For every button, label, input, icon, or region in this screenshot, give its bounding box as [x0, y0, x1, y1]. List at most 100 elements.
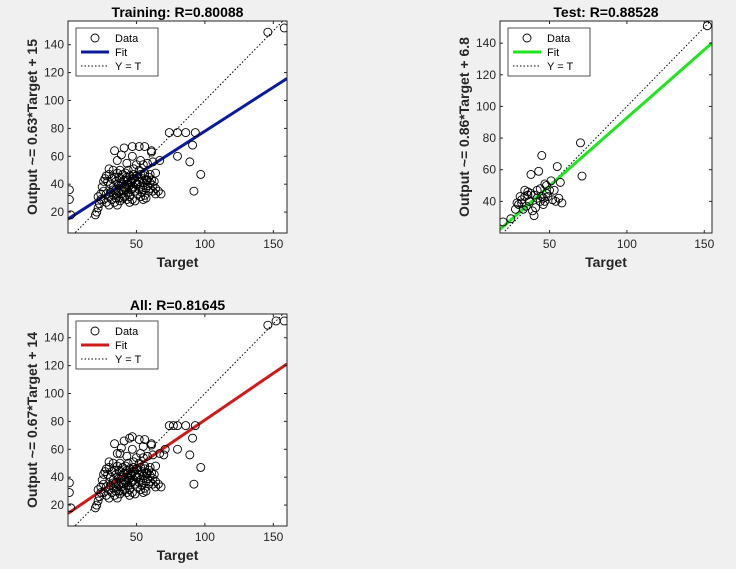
- y-tick-label: 120: [44, 359, 64, 373]
- data-point: [108, 185, 118, 195]
- data-point: [129, 467, 139, 477]
- data-point: [148, 479, 158, 489]
- data-point: [136, 169, 145, 179]
- data-point: [546, 176, 556, 186]
- data-point: [99, 176, 109, 186]
- data-point: [517, 198, 527, 208]
- data-point: [543, 192, 553, 202]
- data-point: [185, 157, 195, 167]
- data-point: [160, 444, 170, 454]
- data-point: [68, 488, 74, 497]
- data-point: [549, 185, 559, 195]
- data-point: [520, 185, 530, 195]
- data-point: [130, 186, 140, 196]
- data-point: [119, 192, 129, 202]
- data-point: [279, 316, 287, 326]
- data-point: [99, 488, 109, 497]
- data-point: [173, 444, 182, 454]
- legend-label-data: Data: [547, 33, 571, 45]
- data-point: [142, 181, 152, 191]
- y-tick-label: 140: [476, 36, 496, 50]
- y-tick-label: 140: [44, 331, 64, 345]
- y-tick-label: 40: [51, 177, 65, 191]
- legend: Data Fit Y = T: [75, 320, 159, 370]
- y-tick-label: 100: [476, 99, 496, 113]
- axes-box: [67, 20, 288, 234]
- data-point: [118, 179, 128, 189]
- data-point: [104, 493, 114, 503]
- y-tick-label: 20: [51, 205, 65, 219]
- data-point: [99, 195, 109, 204]
- data-point: [140, 142, 150, 151]
- data-point: [93, 192, 103, 202]
- data-point: [555, 177, 565, 187]
- data-point: [142, 451, 152, 461]
- data-point: [145, 476, 155, 486]
- data-point: [552, 162, 562, 172]
- data-point: [512, 198, 522, 208]
- data-point: [119, 485, 129, 495]
- data-point: [156, 482, 166, 492]
- data-point: [557, 198, 567, 208]
- data-point: [133, 172, 143, 182]
- data-point: [164, 128, 174, 138]
- data-point: [702, 21, 712, 31]
- data-point: [125, 197, 135, 207]
- data-point: [123, 475, 133, 485]
- data-point: [68, 195, 74, 204]
- data-point: [537, 151, 547, 160]
- data-point: [518, 204, 528, 214]
- data-point: [126, 469, 136, 479]
- data-point: [190, 421, 200, 431]
- data-point: [68, 503, 76, 513]
- y-tick-label: 140: [44, 38, 64, 52]
- data-point: [540, 196, 550, 206]
- data-point: [506, 214, 516, 224]
- data-point: [92, 500, 102, 510]
- data-point: [127, 151, 137, 161]
- data-point: [168, 421, 178, 431]
- x-tick-label: 150: [263, 237, 283, 251]
- data-point: [68, 478, 74, 488]
- data-point: [554, 193, 564, 203]
- legend-label-identity: Y = T: [115, 61, 141, 73]
- data-point: [93, 496, 103, 506]
- data-point: [159, 450, 169, 460]
- data-point: [137, 188, 147, 198]
- data-point: [97, 475, 107, 485]
- data-point: [528, 206, 537, 216]
- data-point: [126, 176, 136, 186]
- y-tick-label: 60: [51, 442, 65, 456]
- data-point: [68, 210, 76, 220]
- data-point: [148, 474, 158, 484]
- legend-marker-data: [90, 33, 100, 43]
- data-point: [164, 421, 174, 431]
- data-point: [115, 449, 125, 458]
- data-point: [134, 185, 144, 195]
- data-point: [189, 479, 199, 489]
- legend-label-fit: Fit: [115, 47, 127, 59]
- data-point: [136, 462, 145, 472]
- data-point: [541, 181, 551, 190]
- data-point: [151, 476, 161, 486]
- y-tick-label: 60: [51, 149, 65, 163]
- y-tick-label: 80: [483, 131, 497, 145]
- chart-title: Test: R=0.88528: [553, 4, 658, 20]
- data-point: [92, 207, 102, 217]
- y-axis-label: Output ~= 0.63*Target + 15: [24, 39, 40, 215]
- legend-label-identity: Y = T: [547, 61, 573, 73]
- legend-label-data: Data: [115, 33, 139, 45]
- data-point: [131, 464, 141, 474]
- data-point: [189, 186, 199, 196]
- x-axis-label: Target: [157, 254, 199, 270]
- x-tick-label: 100: [195, 530, 215, 544]
- data-point: [188, 140, 198, 150]
- data-point: [155, 156, 165, 165]
- legend-label-data: Data: [115, 326, 139, 338]
- data-point: [535, 196, 545, 206]
- chart-title: Training: R=0.80088: [112, 4, 244, 20]
- fit-line: [500, 41, 712, 231]
- data-point: [133, 465, 143, 475]
- data-point: [529, 211, 539, 221]
- data-point: [149, 469, 159, 479]
